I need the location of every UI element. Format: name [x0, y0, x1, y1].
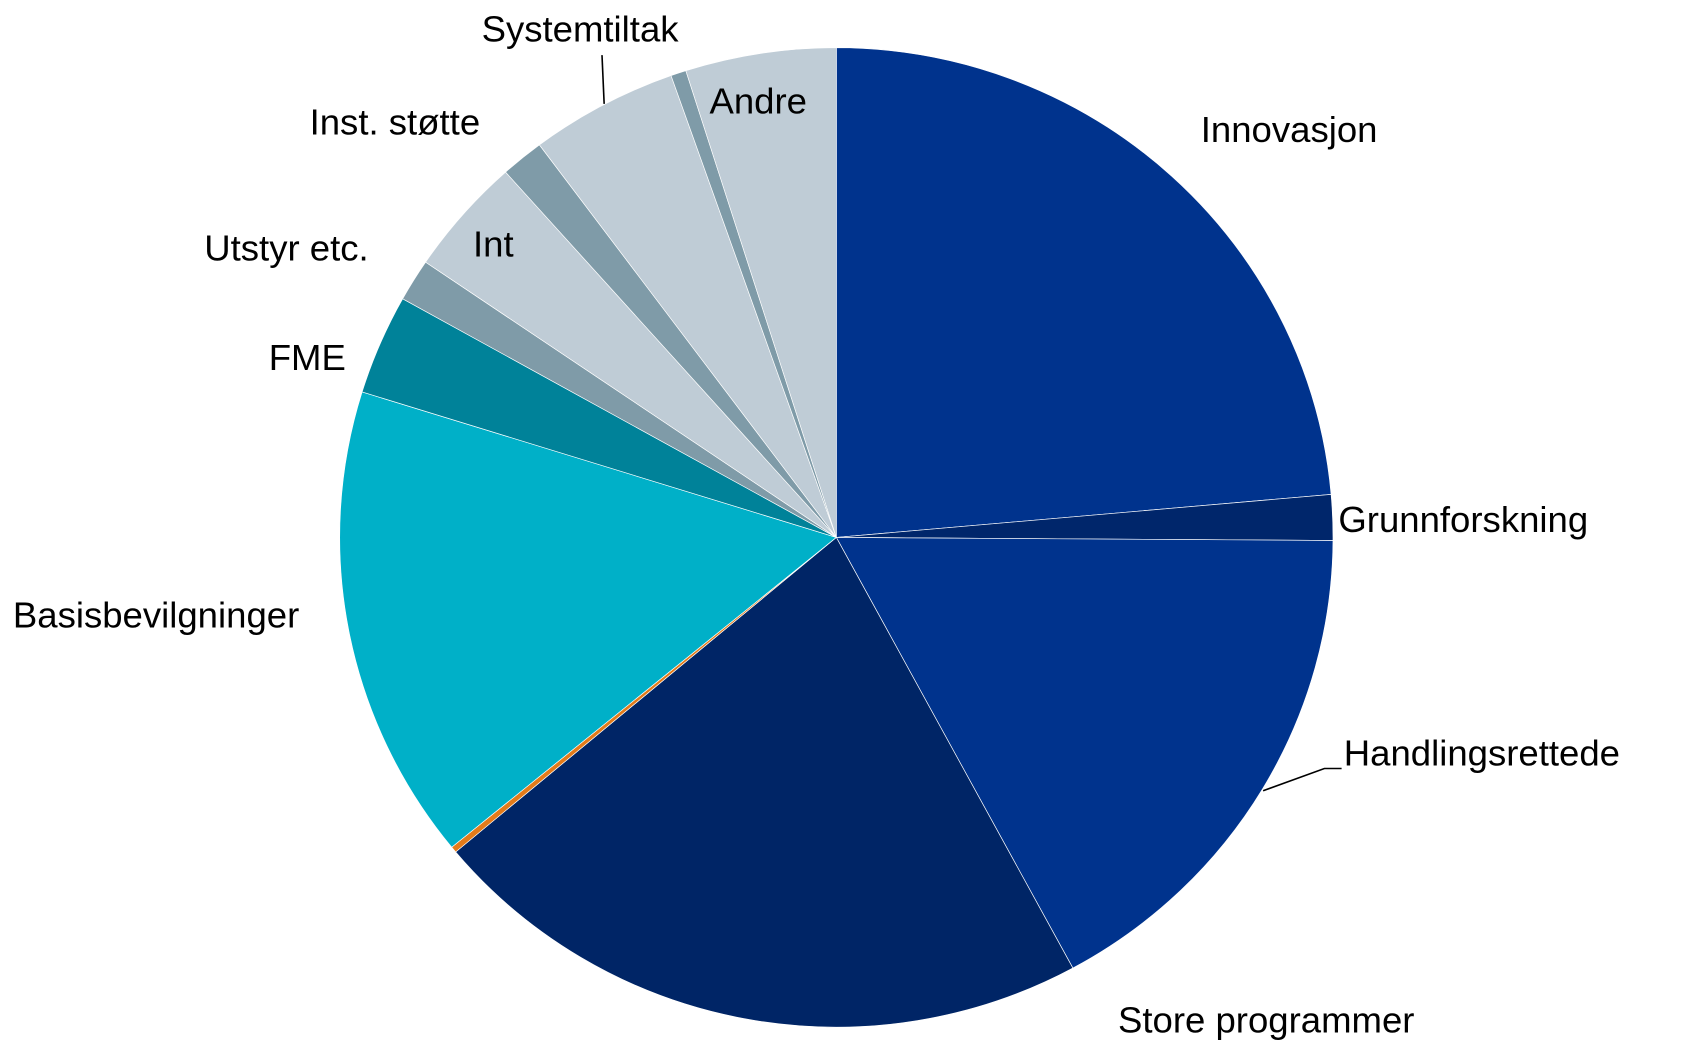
slice-label: Inst. støtte: [310, 102, 481, 143]
slice-label: Int: [473, 224, 514, 265]
pie-slice: [685, 47, 837, 538]
slice-label: Utstyr etc.: [204, 228, 368, 269]
leader-line: [1262, 767, 1342, 792]
leader-line: [601, 55, 605, 104]
pie-slice: [538, 75, 837, 538]
pie-slice: [836, 47, 1332, 538]
slice-label: Basisbevilgninger: [13, 595, 299, 636]
slice-label: Andre: [710, 81, 808, 122]
slice-label: Grunnforskning: [1338, 499, 1588, 540]
slice-label: Handlingsrettede: [1344, 733, 1620, 774]
pie-group: Innovasjon Grunnforskning Handlingsrettede…: [13, 9, 1620, 1041]
slice-label: Systemtiltak: [482, 9, 680, 50]
pie-slice: [835, 537, 1334, 969]
slice-label: Innovasjon: [1201, 109, 1378, 150]
slice-label: FME: [269, 337, 346, 378]
pie-slice: [455, 536, 1074, 1028]
pie-slice: [339, 391, 838, 848]
slice-label: Store programmer: [1118, 1000, 1414, 1041]
